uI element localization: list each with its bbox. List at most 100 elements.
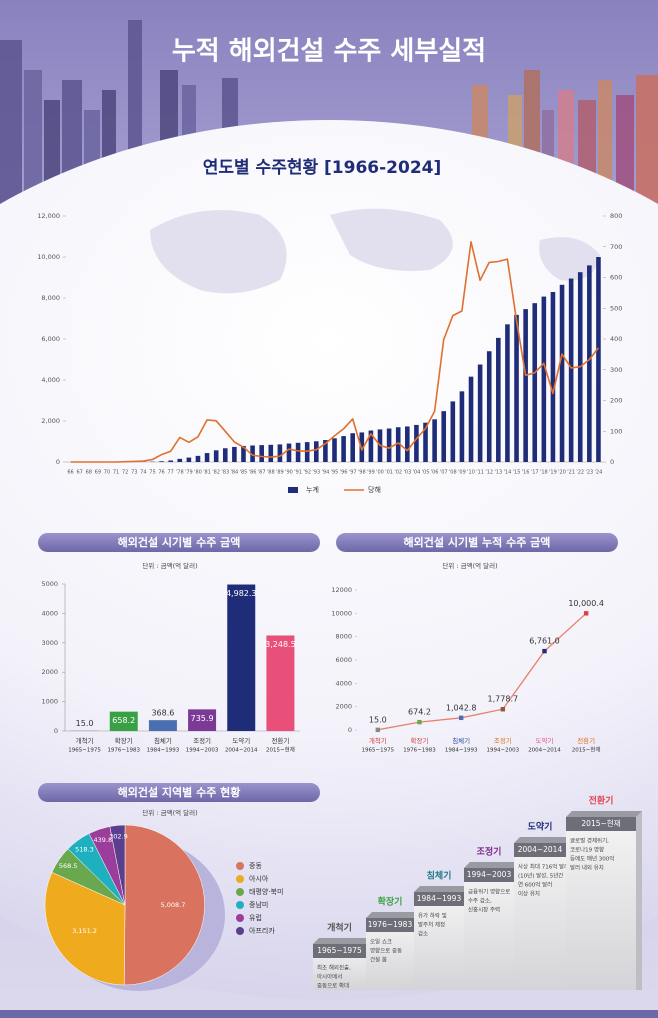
- bar: [277, 444, 283, 462]
- period-label: 1984~1993: [147, 748, 180, 754]
- x-tick-label: '94: [322, 470, 330, 476]
- bar: [596, 257, 601, 462]
- value-label: 15.0: [369, 715, 387, 724]
- step-period-band: [414, 892, 464, 906]
- world-map: [150, 208, 600, 294]
- x-tick-label: '00: [376, 470, 384, 476]
- x-tick-label: 71: [113, 470, 119, 476]
- point: [583, 611, 589, 616]
- value-label: 368.6: [151, 709, 174, 718]
- x-tick-label: '14: [504, 470, 512, 476]
- bar: [441, 411, 447, 462]
- x-tick-label: '17: [531, 470, 539, 476]
- step-period-band: [313, 944, 366, 958]
- x-tick-label: 77: [167, 470, 173, 476]
- y-tick-label: 2000: [335, 703, 352, 711]
- y-tick-label: 2,000: [41, 417, 60, 425]
- step-top: [313, 938, 372, 944]
- step-description: 코로나19 영향: [570, 846, 604, 854]
- legend-swatch: [288, 487, 298, 493]
- step-period-band: [566, 817, 636, 831]
- y2-tick-label: 0: [610, 458, 614, 466]
- legend-swatch: [236, 927, 244, 935]
- value-label: 302.9: [109, 833, 128, 841]
- step-name: 개척기: [327, 922, 352, 934]
- x-tick-label: '24: [595, 470, 603, 476]
- point: [500, 707, 506, 712]
- bar: [266, 635, 295, 731]
- y2-tick-label: 500: [610, 304, 622, 312]
- y-tick-label: 6000: [335, 656, 352, 664]
- pie-slice: [124, 824, 205, 986]
- x-tick-label: 74: [140, 470, 146, 476]
- step-top: [414, 886, 470, 892]
- step-name: 전환기: [589, 795, 614, 807]
- value-label: 6,761.0: [529, 637, 560, 646]
- bar: [341, 436, 346, 462]
- value-label: 15.0: [76, 719, 94, 728]
- section-header: [38, 533, 320, 552]
- x-tick-label: 73: [131, 470, 137, 476]
- y-tick-label: 8000: [335, 633, 352, 641]
- x-tick-label: '95: [331, 470, 339, 476]
- bar: [227, 584, 256, 731]
- x-tick-label: 전환기: [271, 736, 289, 745]
- bar: [414, 424, 419, 462]
- bar: [213, 450, 219, 462]
- x-tick-label: '90: [285, 470, 293, 476]
- globe: [0, 120, 658, 1000]
- value-label: 568.5: [59, 862, 78, 870]
- legend-swatch: [236, 901, 244, 909]
- step-top: [366, 912, 420, 918]
- step-description: 오일 쇼크: [370, 938, 392, 946]
- step-name: 침체기: [427, 870, 452, 882]
- step-top: [566, 811, 642, 817]
- period-label: 1984~1993: [445, 748, 478, 754]
- x-tick-label: '78: [176, 470, 184, 476]
- step-description: 글로벌 경제위기,: [570, 837, 609, 845]
- step-period: 1984~1993: [417, 894, 462, 903]
- subtitle: 단위 : 금액(억 달러): [142, 561, 197, 570]
- y-tick-label: 6,000: [41, 335, 60, 343]
- y-tick-label: 4000: [335, 679, 352, 687]
- y-tick-label: 5000: [41, 580, 58, 588]
- bar: [295, 442, 301, 462]
- section-title: 해외건설 시기별 수주 금액: [118, 535, 241, 549]
- period-label: 1965~1975: [68, 748, 101, 754]
- x-tick-label: '16: [522, 470, 530, 476]
- bar: [332, 438, 337, 462]
- value-label: 658.2: [112, 716, 135, 725]
- bar: [568, 278, 574, 462]
- value-label: 1,042.8: [446, 703, 477, 712]
- bar: [232, 446, 237, 462]
- value-label: 10,000.4: [568, 599, 604, 608]
- bar: [550, 292, 556, 462]
- x-tick-label: '98: [358, 470, 366, 476]
- bar: [159, 461, 164, 462]
- bar: [532, 303, 538, 462]
- x-tick-label: 66: [67, 470, 73, 476]
- pie-slice: [109, 824, 126, 906]
- point: [417, 719, 422, 725]
- line: [377, 612, 587, 731]
- bar: [459, 391, 465, 462]
- bar: [405, 426, 410, 462]
- x-tick-label: 72: [122, 470, 128, 476]
- x-tick-label: 침체기: [154, 736, 172, 745]
- y2-tick-label: 400: [610, 335, 622, 343]
- y2-tick-label: 800: [610, 212, 622, 220]
- period-label: 1994~2003: [186, 748, 219, 754]
- value-label: 1,778.7: [488, 695, 519, 704]
- x-tick-label: 개척기: [76, 736, 94, 745]
- step-description: 최초 해외진출,: [317, 964, 351, 972]
- bar: [386, 428, 392, 462]
- x-tick-label: '97: [349, 470, 357, 476]
- value-label: 3,151.2: [72, 927, 97, 935]
- x-tick-label: '91: [294, 470, 302, 476]
- bar: [304, 442, 310, 462]
- period-label: 1965~1975: [362, 748, 395, 754]
- step-description: 영향으로 중동: [370, 947, 402, 955]
- x-tick-label: 확장기: [115, 736, 133, 745]
- x-tick-label: '03: [403, 470, 411, 476]
